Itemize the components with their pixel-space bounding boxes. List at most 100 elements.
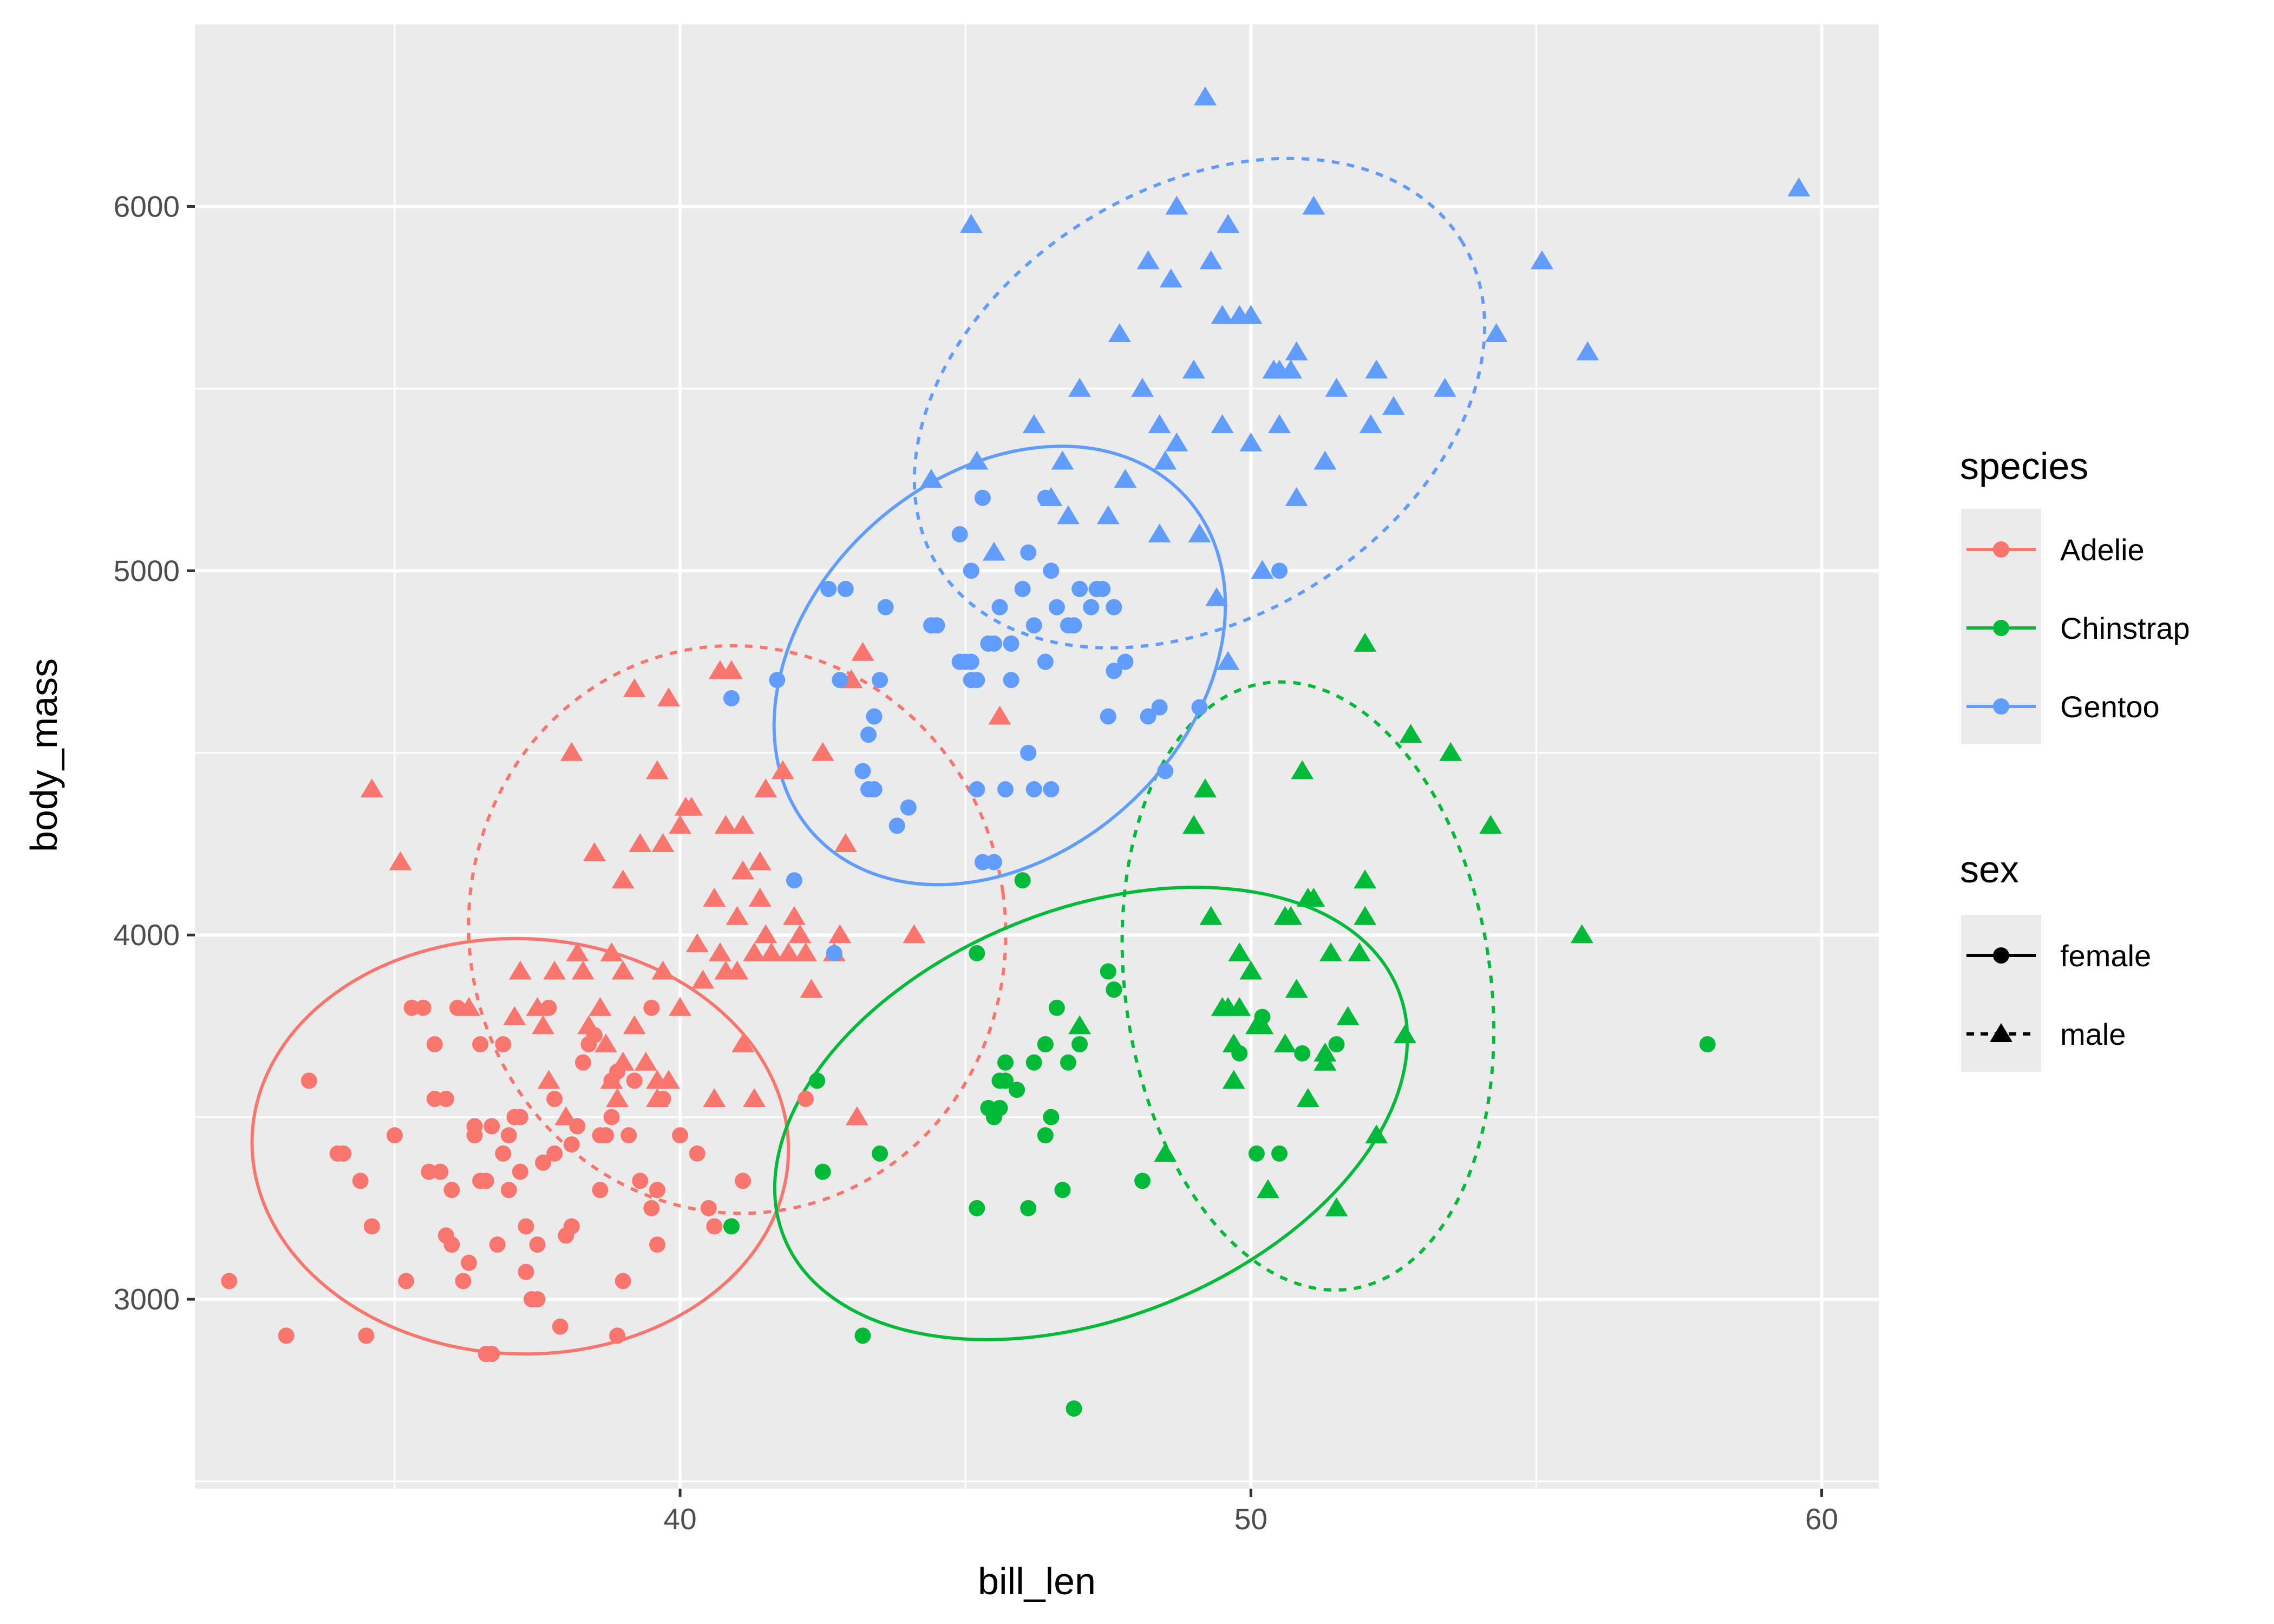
point-chinstrap-female bbox=[1009, 1082, 1025, 1098]
point-adelie-female bbox=[530, 1291, 546, 1307]
point-gentoo-female bbox=[860, 726, 877, 743]
point-adelie-female bbox=[604, 1109, 620, 1125]
point-adelie-female bbox=[643, 1200, 659, 1216]
legend-species: species Adelie Chinstrap Gentoo bbox=[1960, 445, 2190, 744]
point-adelie-female bbox=[530, 1236, 546, 1253]
point-gentoo-female bbox=[1106, 599, 1122, 615]
point-gentoo-female bbox=[1020, 745, 1036, 761]
point-gentoo-female bbox=[1020, 545, 1036, 561]
point-adelie-female bbox=[609, 1327, 625, 1344]
point-adelie-female bbox=[301, 1072, 317, 1089]
plot-panel bbox=[195, 24, 1879, 1489]
point-chinstrap-female bbox=[854, 1327, 871, 1344]
point-gentoo-female bbox=[866, 781, 883, 797]
point-gentoo-female bbox=[1026, 617, 1042, 633]
legend-label-gentoo: Gentoo bbox=[2060, 690, 2160, 724]
point-gentoo-female bbox=[878, 599, 894, 615]
point-adelie-female bbox=[592, 1127, 609, 1143]
point-adelie-female bbox=[649, 1236, 665, 1253]
point-adelie-female bbox=[620, 1127, 637, 1143]
point-adelie-female bbox=[398, 1273, 414, 1289]
point-gentoo-female bbox=[1094, 581, 1110, 597]
point-adelie-female bbox=[632, 1173, 648, 1189]
point-chinstrap-female bbox=[969, 945, 985, 961]
point-gentoo-female bbox=[1049, 599, 1065, 615]
point-adelie-female bbox=[443, 1236, 460, 1253]
point-gentoo-female bbox=[969, 781, 985, 797]
point-adelie-female bbox=[701, 1200, 717, 1216]
point-adelie-female bbox=[467, 1127, 483, 1143]
point-adelie-female bbox=[689, 1145, 705, 1162]
point-adelie-female bbox=[626, 1072, 643, 1089]
point-chinstrap-female bbox=[1060, 1055, 1076, 1071]
point-gentoo-female bbox=[1157, 763, 1173, 779]
point-chinstrap-female bbox=[723, 1219, 740, 1235]
point-adelie-female bbox=[643, 1000, 659, 1016]
legend-species-title: species bbox=[1960, 445, 2088, 487]
legend-key-chinstrap-dot bbox=[1993, 620, 2009, 636]
point-adelie-female bbox=[455, 1273, 471, 1289]
point-chinstrap-female bbox=[991, 1072, 1008, 1089]
point-gentoo-female bbox=[1003, 672, 1020, 688]
point-gentoo-female bbox=[832, 672, 848, 688]
x-axis-title: bill_len bbox=[978, 1560, 1096, 1602]
x-tick-label: 50 bbox=[1234, 1502, 1267, 1536]
point-adelie-female bbox=[478, 1173, 494, 1189]
point-gentoo-female bbox=[929, 617, 945, 633]
y-tick-label: 3000 bbox=[114, 1282, 180, 1316]
point-adelie-female bbox=[592, 1182, 609, 1198]
point-chinstrap-female bbox=[1049, 1000, 1065, 1016]
x-axis-ticks: 40 50 60 bbox=[664, 1489, 1839, 1536]
point-gentoo-female bbox=[820, 581, 837, 597]
point-gentoo-female bbox=[1191, 699, 1207, 716]
point-gentoo-female bbox=[997, 781, 1014, 797]
point-adelie-female bbox=[501, 1127, 517, 1143]
point-chinstrap-female bbox=[1071, 1036, 1088, 1052]
point-adelie-female bbox=[364, 1219, 380, 1235]
point-adelie-female bbox=[552, 1319, 568, 1335]
point-gentoo-female bbox=[963, 562, 979, 579]
legend-sex-title: sex bbox=[1960, 848, 2019, 890]
point-adelie-female bbox=[501, 1182, 517, 1198]
legend-sex: sex femalemale bbox=[1960, 848, 2151, 1072]
point-adelie-female bbox=[564, 1219, 580, 1235]
point-chinstrap-female bbox=[1271, 1145, 1288, 1162]
point-adelie-female bbox=[546, 1145, 563, 1162]
point-chinstrap-female bbox=[1700, 1036, 1716, 1052]
point-chinstrap-female bbox=[1037, 1036, 1054, 1052]
point-adelie-female bbox=[518, 1219, 534, 1235]
point-gentoo-female bbox=[975, 490, 991, 506]
point-gentoo-female bbox=[1043, 781, 1059, 797]
point-chinstrap-female bbox=[1020, 1200, 1036, 1216]
point-gentoo-female bbox=[786, 872, 802, 888]
point-gentoo-female bbox=[1152, 699, 1168, 716]
point-chinstrap-female bbox=[809, 1072, 825, 1089]
point-adelie-female bbox=[358, 1327, 374, 1344]
point-gentoo-female bbox=[952, 526, 968, 542]
point-adelie-female bbox=[512, 1109, 528, 1125]
point-chinstrap-female bbox=[872, 1145, 888, 1162]
point-adelie-female bbox=[706, 1219, 722, 1235]
y-tick-label: 6000 bbox=[114, 189, 180, 223]
point-gentoo-female bbox=[872, 672, 888, 688]
point-chinstrap-female bbox=[1066, 1400, 1082, 1417]
point-adelie-female bbox=[546, 1091, 563, 1107]
point-gentoo-female bbox=[963, 672, 979, 688]
legend-label-adelie: Adelie bbox=[2060, 533, 2145, 567]
point-adelie-female bbox=[432, 1164, 448, 1180]
point-adelie-female bbox=[483, 1346, 500, 1362]
point-chinstrap-female bbox=[1043, 1109, 1059, 1125]
point-gentoo-female bbox=[1026, 781, 1042, 797]
y-tick-label: 5000 bbox=[114, 554, 180, 587]
point-adelie-female bbox=[483, 1118, 500, 1134]
point-gentoo-female bbox=[1071, 581, 1088, 597]
point-adelie-female bbox=[564, 1136, 580, 1152]
legend-label-female: female bbox=[2060, 939, 2151, 973]
point-adelie-female bbox=[672, 1127, 688, 1143]
point-gentoo-female bbox=[838, 581, 854, 597]
point-adelie-female bbox=[735, 1173, 751, 1189]
point-adelie-female bbox=[512, 1164, 528, 1180]
point-adelie-female bbox=[472, 1036, 488, 1052]
point-chinstrap-female bbox=[1106, 981, 1122, 998]
point-gentoo-female bbox=[1003, 636, 1020, 652]
